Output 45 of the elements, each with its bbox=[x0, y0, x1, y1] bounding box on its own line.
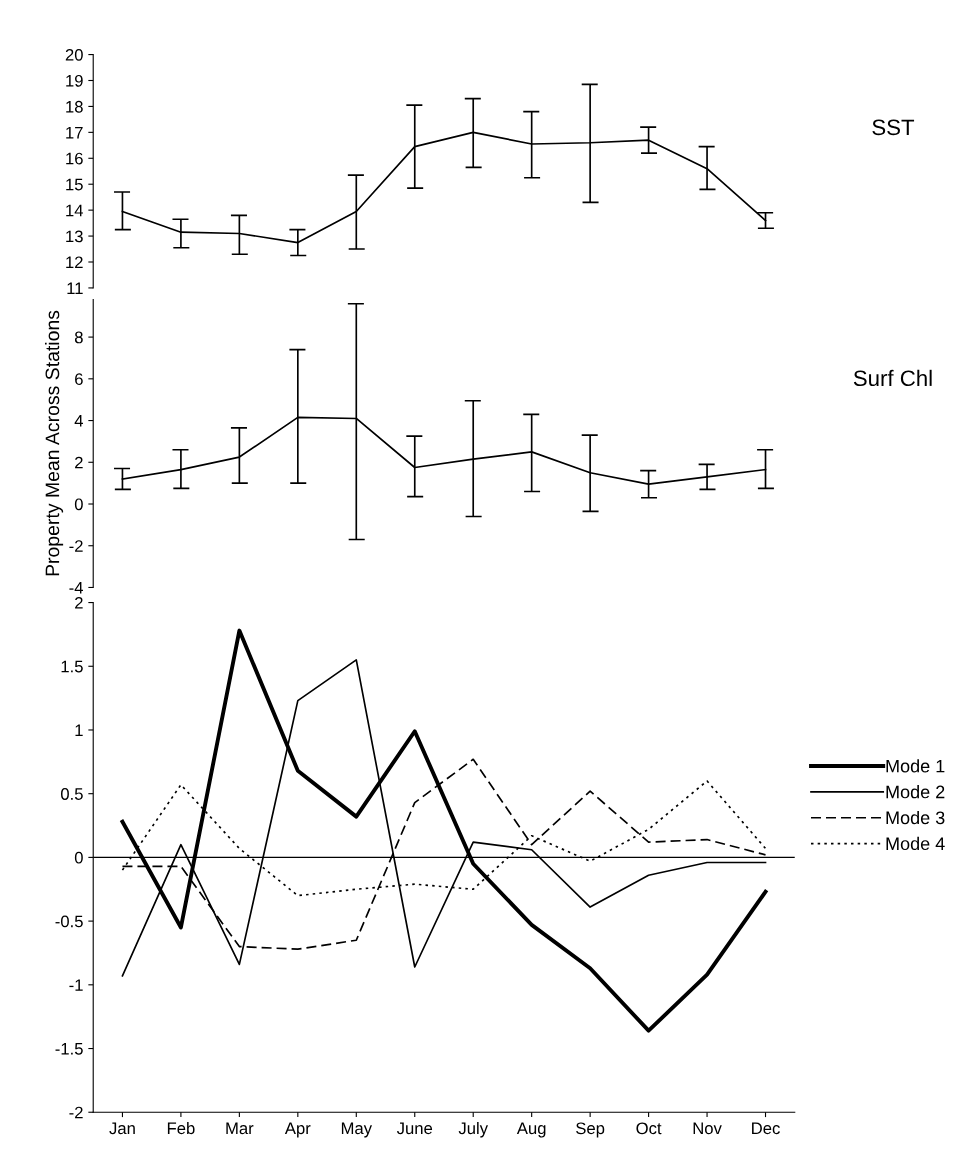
y-tick-label: -4 bbox=[69, 582, 84, 594]
x-tick-label: Jan bbox=[109, 1122, 135, 1135]
x-tick-label: Apr bbox=[284, 1122, 311, 1138]
y-tick-label: 12 bbox=[66, 256, 83, 269]
y-tick-label: 13 bbox=[66, 230, 83, 243]
x-tick-label: Dec bbox=[752, 1122, 780, 1135]
y-tick-label: -2 bbox=[69, 1106, 83, 1119]
y-tick-label: 20 bbox=[65, 48, 83, 61]
y-tick-label: 18 bbox=[66, 100, 83, 113]
x-tick-label: May bbox=[341, 1122, 372, 1138]
y-tick-label: 11 bbox=[67, 282, 83, 294]
y-tick-label: 8 bbox=[74, 331, 83, 344]
x-tick-label: June bbox=[396, 1122, 433, 1135]
x-tick-label: July bbox=[458, 1121, 488, 1138]
legend-label: Mode 3 bbox=[886, 810, 945, 825]
x-tick-label: Nov bbox=[693, 1122, 722, 1135]
legend-label: Mode 1 bbox=[886, 759, 945, 773]
y-tick-label: 1.5 bbox=[61, 660, 83, 673]
y-tick-label: 2 bbox=[75, 596, 83, 609]
x-tick-label: Feb bbox=[167, 1121, 195, 1135]
y-tick-label: 14 bbox=[66, 204, 84, 217]
y-tick-label: 4 bbox=[74, 415, 84, 427]
x-tick-label: Sep bbox=[576, 1122, 605, 1138]
y-tick-label: -1.5 bbox=[55, 1043, 83, 1055]
y-axis-title: Property Mean Across Stations bbox=[45, 310, 64, 576]
text: SST bbox=[872, 119, 915, 136]
y-tick-label: 17 bbox=[66, 126, 83, 139]
y-tick-label: 0.5 bbox=[60, 788, 83, 800]
y-tick-label: -1 bbox=[69, 979, 83, 991]
y-tick-label: 0 bbox=[74, 498, 83, 511]
x-tick-label: Oct bbox=[636, 1122, 662, 1135]
y-tick-label: 1 bbox=[75, 724, 83, 737]
y-tick-label: 19 bbox=[66, 74, 83, 87]
y-tick-label: -0.5 bbox=[55, 915, 83, 928]
x-tick-label: Aug bbox=[516, 1122, 546, 1138]
y-tick-label: 6 bbox=[75, 373, 83, 386]
y-tick-label: 15 bbox=[66, 178, 83, 191]
y-tick-label: -2 bbox=[69, 540, 83, 552]
y-tick-label: 0 bbox=[74, 851, 83, 864]
y-tick-label: 2 bbox=[75, 456, 83, 469]
legend-label: Mode 4 bbox=[886, 836, 945, 851]
x-tick-label: Mar bbox=[226, 1122, 254, 1135]
text: Surf Chl bbox=[853, 369, 932, 387]
legend-label: Mode 2 bbox=[886, 785, 945, 799]
y-tick-label: 16 bbox=[66, 152, 83, 165]
